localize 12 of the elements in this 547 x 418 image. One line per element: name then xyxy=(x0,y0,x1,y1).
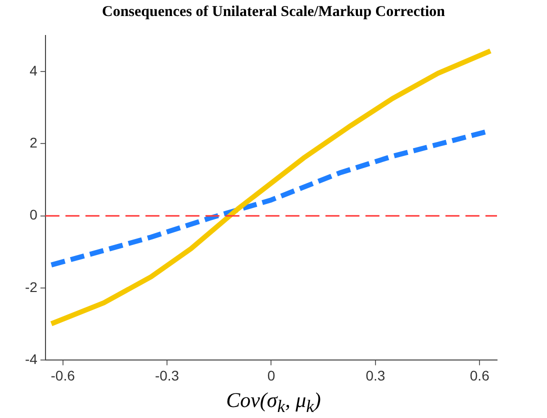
y-tick-label: 4 xyxy=(30,62,38,78)
y-tick-label: -2 xyxy=(24,278,38,295)
x-tick-label: 0.6 xyxy=(470,367,490,384)
y-tick-label: 0 xyxy=(30,206,38,223)
chart-title: Consequences of Unilateral Scale/Markup Correction xyxy=(100,4,446,21)
y-tick-label: 2 xyxy=(30,134,38,151)
x-tick-label: 0 xyxy=(267,367,276,384)
x-tick-label: -0.3 xyxy=(154,367,180,384)
y-tick-label: -4 xyxy=(24,351,38,368)
x-tick-label: -0.6 xyxy=(50,367,76,384)
x-axis-title: Cov(σ$_{k}$, μ$_{k}$) xyxy=(225,388,322,418)
x-tick-label: 0.3 xyxy=(366,367,386,384)
